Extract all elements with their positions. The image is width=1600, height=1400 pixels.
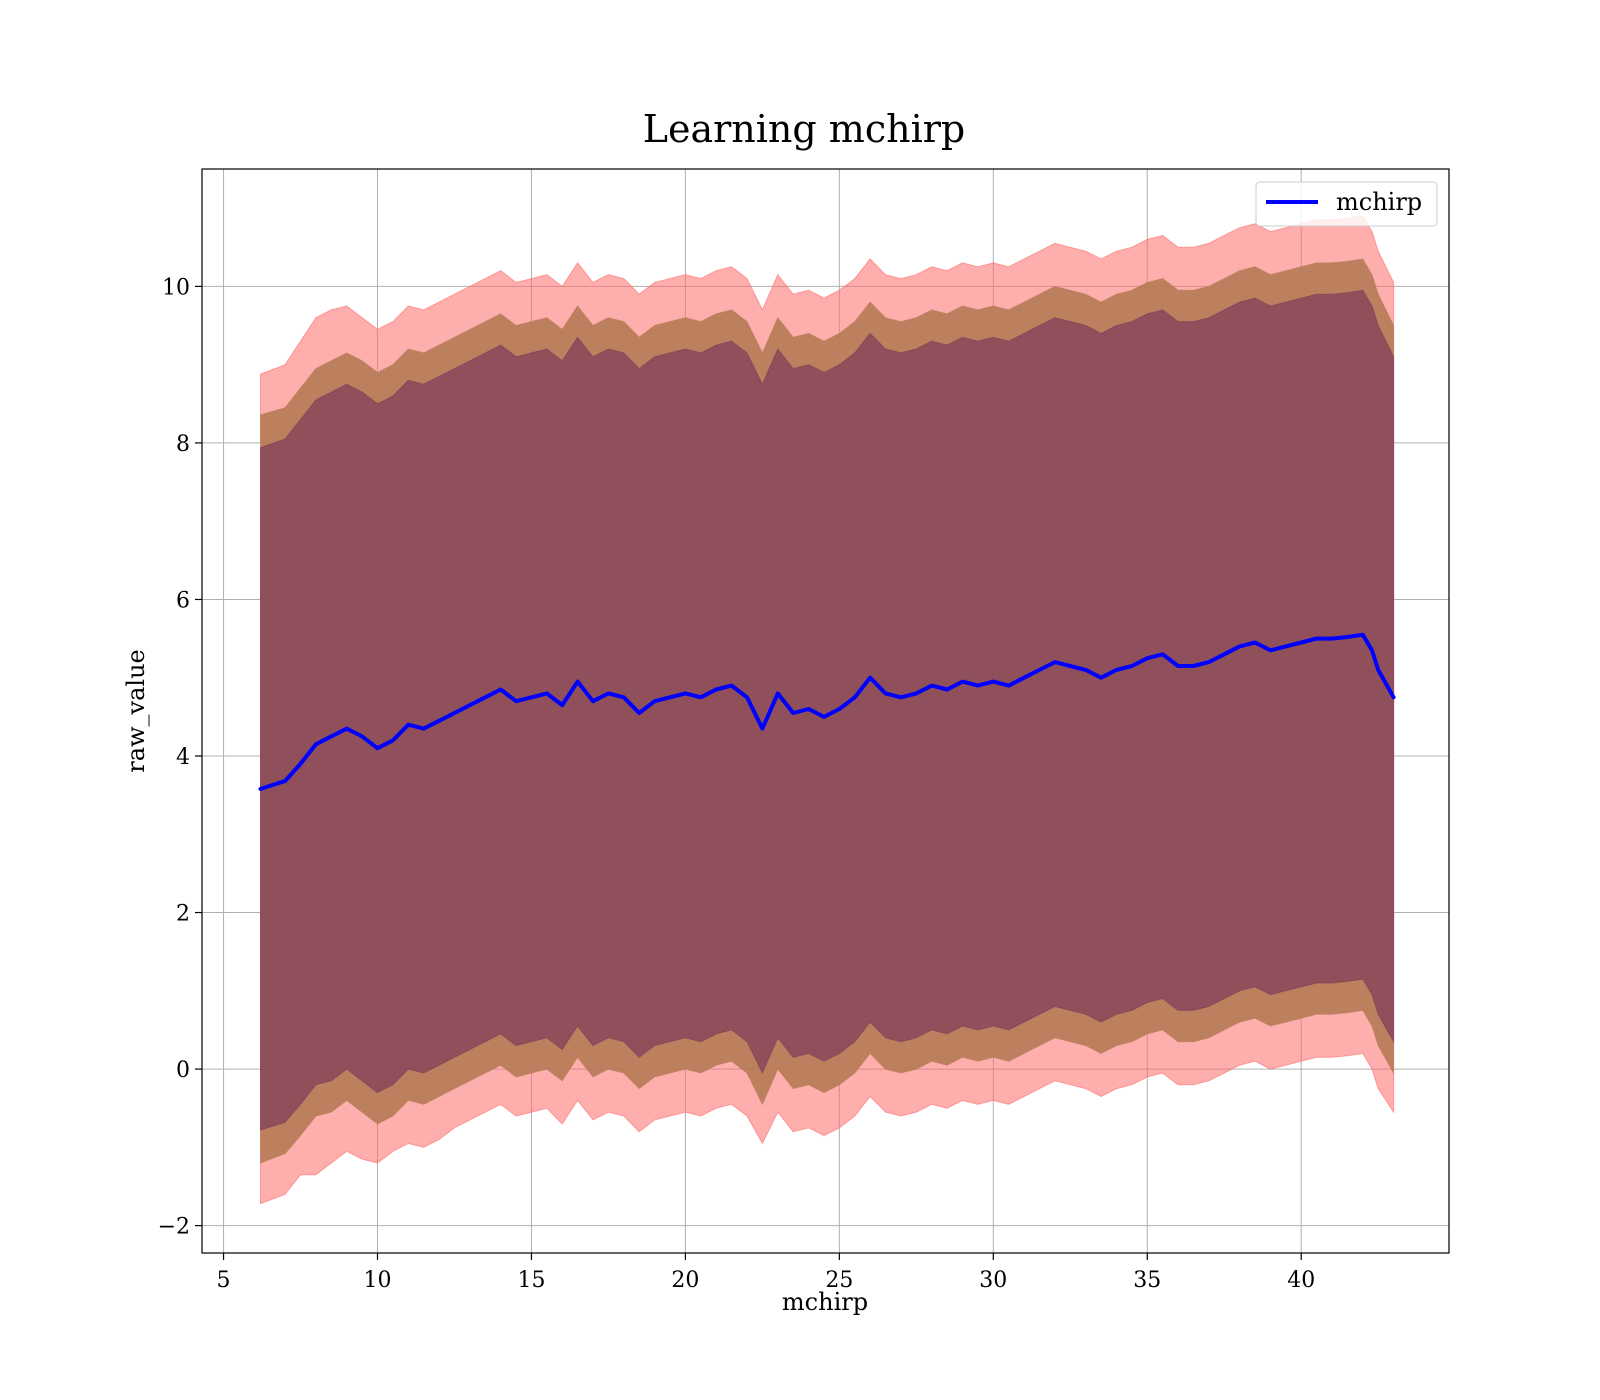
- chart-title: Learning mchirp: [643, 107, 965, 151]
- confidence-bands: [260, 215, 1395, 1205]
- series-line-mchirp: [258, 632, 1396, 791]
- legend-label-mchirp: mchirp: [1336, 188, 1422, 216]
- y-tick-label: 8: [176, 432, 190, 457]
- y-tick-label: 2: [176, 902, 190, 927]
- y-tick-label: 6: [176, 588, 190, 613]
- y-tick-label: 0: [176, 1058, 190, 1083]
- x-axis-label: mchirp: [782, 1288, 868, 1316]
- x-tick-label: 5: [217, 1268, 231, 1293]
- x-tick-label: 10: [364, 1268, 392, 1293]
- x-tick-label: 40: [1287, 1268, 1315, 1293]
- x-tick-label: 30: [979, 1268, 1007, 1293]
- ticks: 5 10 15 20 25 30 35 40 −2 0 2 4 6 8 10: [158, 275, 1316, 1293]
- y-tick-label: −2: [158, 1215, 190, 1240]
- y-tick-label: 10: [162, 275, 190, 300]
- band-inner: [260, 289, 1395, 1131]
- y-tick-label: 4: [176, 745, 190, 770]
- legend-box: [1255, 181, 1438, 227]
- x-tick-label: 15: [517, 1268, 545, 1293]
- x-tick-label: 20: [671, 1268, 699, 1293]
- x-tick-label: 35: [1133, 1268, 1161, 1293]
- series-layer: [258, 632, 1396, 791]
- x-tick-label: 25: [825, 1268, 853, 1293]
- y-axis-label: raw_value: [122, 649, 150, 773]
- plot-frame: [201, 168, 1450, 1254]
- legend: mchirp: [1255, 181, 1438, 227]
